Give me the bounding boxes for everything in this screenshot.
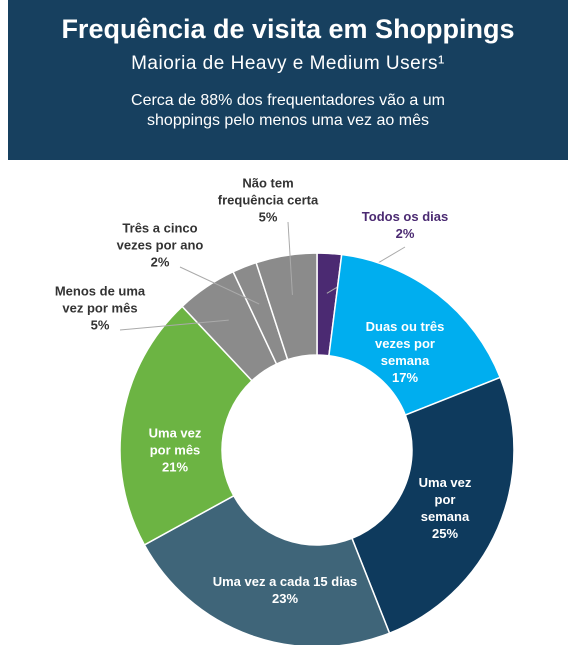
leader-line [119,319,229,331]
category-label: Uma vez a cada 15 dias [212,574,358,589]
category-label: Duas ou três vezes por semana [365,319,445,368]
donut-slice [328,253,502,417]
slice-label: Não tem frequência certa 5% [218,175,318,226]
slice-label: Três a cinco vezes por ano 2% [117,220,204,271]
donut-slice [255,252,318,361]
leader-line [287,221,293,295]
category-label: Menos de uma vez por mês [54,283,146,316]
donut-slice [350,376,515,635]
donut-slice [119,305,254,546]
category-label: Não tem frequência certa [217,175,319,208]
category-label: Uma vez por semana [418,475,472,524]
value-label: 17% [391,370,419,385]
slice-label: Uma vez a cada 15 dias 23% [213,573,358,607]
value-label: 23% [271,591,299,606]
value-label: 5% [90,317,110,333]
value-label: 25% [431,526,459,541]
slice-label: Menos de uma vez por mês 5% [55,283,145,334]
slice-label: Duas ou três vezes por semana 17% [366,318,445,386]
category-label: Todos os dias [361,209,449,224]
leader-line [179,266,260,305]
category-label: Três a cinco vezes por ano [116,220,204,253]
slice-label: Uma vez por mês 21% [149,425,202,476]
donut-slice [143,494,391,645]
category-label: Uma vez por mês [148,425,202,458]
value-label: 21% [161,459,189,475]
slice-label: Uma vez por semana 25% [419,474,472,542]
slice-label: Todos os dias 2% [362,208,448,242]
header: Frequência de visita em Shoppings Maiori… [8,0,568,160]
chart-note: Cerca de 88% dos frequentadores vão a um… [131,92,445,129]
chart-title: Frequência de visita em Shoppings [61,14,515,44]
chart-subtitle: Maioria de Heavy e Medium Users¹ [131,53,445,74]
value-label: 2% [395,226,415,241]
value-label: 5% [258,209,278,225]
value-label: 2% [150,254,170,270]
